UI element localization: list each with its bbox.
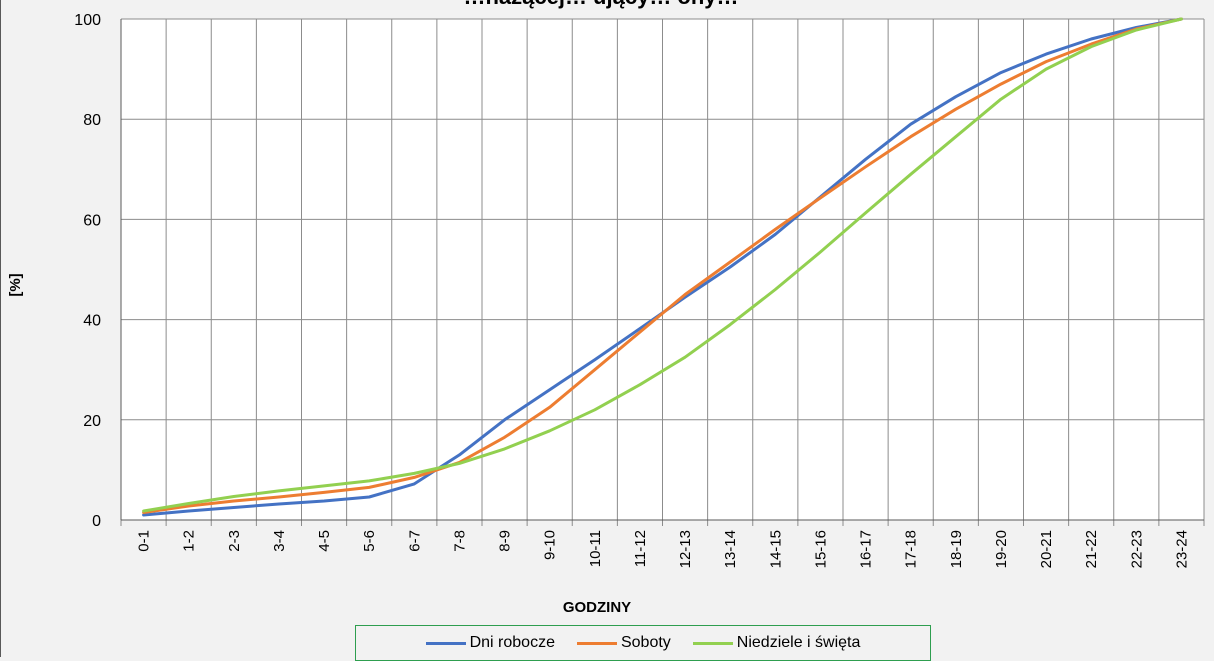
x-tick-label: 2-3 <box>226 530 243 552</box>
y-axis-label: [%] <box>7 273 24 296</box>
x-tick-label: 19-20 <box>993 530 1010 568</box>
legend-label-niedziele: Niedziele i święta <box>737 634 861 652</box>
y-tick-label: 20 <box>83 413 101 430</box>
x-tick-label: 7-8 <box>451 530 468 552</box>
legend-label-dni-robocze: Dni robocze <box>470 634 555 652</box>
x-tick-label: 18-19 <box>948 530 965 568</box>
chart-title: …nażącej… ujący… ony… <box>463 0 738 9</box>
x-axis-label: GODZINY <box>563 599 631 616</box>
legend-swatch-soboty <box>577 642 617 645</box>
x-tick-label: 3-4 <box>271 530 288 552</box>
x-tick-label: 20-21 <box>1038 530 1055 568</box>
x-tick-label: 14-15 <box>767 530 784 568</box>
y-tick-labels: 0 20 40 60 80 100 <box>74 12 101 530</box>
y-tick-label: 40 <box>83 313 101 330</box>
gridlines <box>121 19 1204 526</box>
legend-item-dni-robocze: Dni robocze <box>426 634 555 652</box>
x-tick-label: 9-10 <box>542 530 559 560</box>
x-tick-label: 11-12 <box>632 530 649 567</box>
y-tick-label: 80 <box>83 112 101 129</box>
x-tick-labels: 0-1 1-2 2-3 3-4 4-5 5-6 6-7 7-8 8-9 9-10 10-11 11-1… <box>136 530 1191 568</box>
x-tick-label: 12-13 <box>677 530 694 568</box>
x-tick-label: 22-23 <box>1128 530 1145 568</box>
x-tick-label: 5-6 <box>361 530 378 552</box>
x-tick-label: 23-24 <box>1173 530 1190 568</box>
x-tick-label: 16-17 <box>858 530 875 568</box>
legend-swatch-dni-robocze <box>426 642 466 645</box>
x-tick-label: 10-11 <box>587 530 604 567</box>
legend: Dni robocze Soboty Niedziele i święta <box>355 625 931 661</box>
y-tick-label: 60 <box>83 212 101 229</box>
x-tick-label: 8-9 <box>497 530 514 552</box>
legend-label-soboty: Soboty <box>621 634 671 652</box>
x-tick-label: 15-16 <box>812 530 829 568</box>
x-tick-label: 13-14 <box>722 530 739 568</box>
x-tick-label: 21-22 <box>1083 530 1100 568</box>
x-tick-label: 0-1 <box>136 530 153 552</box>
legend-swatch-niedziele <box>693 642 733 645</box>
y-tick-label: 100 <box>74 12 101 29</box>
legend-item-soboty: Soboty <box>577 634 671 652</box>
x-tick-label: 4-5 <box>316 530 333 552</box>
x-tick-label: 6-7 <box>406 530 423 552</box>
y-tick-label: 0 <box>92 513 101 530</box>
x-tick-label: 17-18 <box>903 530 920 568</box>
x-tick-label: 1-2 <box>181 530 198 552</box>
legend-item-niedziele: Niedziele i święta <box>693 634 861 652</box>
